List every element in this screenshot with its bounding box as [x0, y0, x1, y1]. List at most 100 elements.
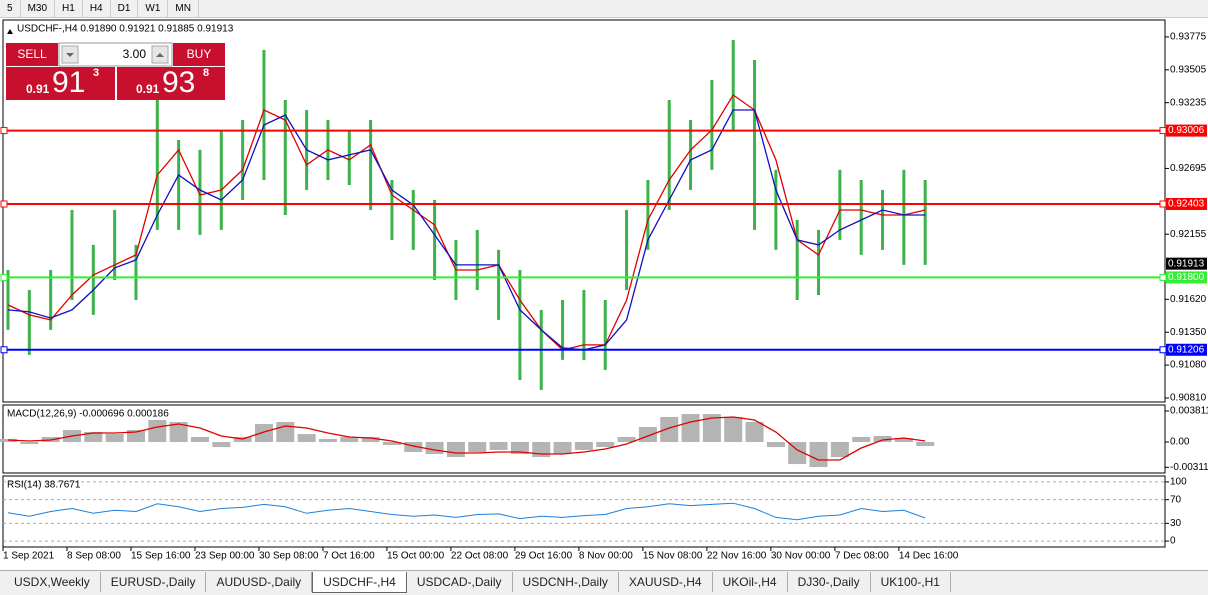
y-tick-label: 0.92695 — [1170, 163, 1207, 174]
y-tick-label: 0.93775 — [1170, 32, 1207, 43]
histogram-bar — [681, 414, 700, 443]
histogram-bar — [382, 442, 401, 446]
y-tick-label: 70 — [1170, 494, 1182, 505]
volume-input[interactable] — [58, 42, 173, 67]
buy-price-box[interactable] — [117, 67, 225, 100]
y-tick-label: 30 — [1170, 518, 1182, 529]
x-tick-label: 15 Nov 08:00 — [643, 551, 703, 562]
level-handle — [1159, 127, 1167, 135]
timeframe-toolbar: 5 M30 H1 H4 D1 W1 MN — [0, 0, 1208, 18]
sell-price-box[interactable] — [6, 67, 115, 100]
level-handle — [0, 346, 8, 354]
timeframe-button[interactable]: 5 — [0, 0, 21, 17]
histogram-bar — [212, 442, 231, 448]
histogram-bar — [510, 442, 529, 455]
x-tick-label: 7 Dec 08:00 — [835, 551, 889, 562]
level-label-bg — [1166, 124, 1207, 137]
y-tick-label: 0.91620 — [1170, 294, 1207, 305]
y-tick-label: 0.91350 — [1170, 327, 1207, 338]
down-arrow — [66, 53, 74, 57]
histogram-bar — [596, 442, 615, 448]
y-tick-label: 0.00 — [1170, 437, 1190, 448]
chart-tab[interactable]: DJ30-,Daily — [788, 572, 871, 592]
y-tick-label: 100 — [1170, 477, 1187, 488]
y-tick-label: 0.93505 — [1170, 64, 1207, 75]
histogram-bar — [873, 435, 892, 443]
x-tick-label: 30 Sep 08:00 — [259, 551, 319, 562]
chart-tab[interactable]: USDCHF-,H4 — [312, 572, 407, 593]
level-handle — [1159, 273, 1167, 281]
histogram-bar — [190, 436, 209, 443]
level-label: 0.91800 — [1168, 272, 1205, 283]
level-handle — [1159, 200, 1167, 208]
timeframe-button[interactable]: H4 — [83, 0, 111, 17]
chart-tab[interactable]: USDCNH-,Daily — [513, 572, 619, 592]
y-tick-label: 0 — [1170, 536, 1176, 547]
moving-average — [7, 416, 926, 461]
sell-price-big: 91 — [52, 66, 85, 99]
chart-tab[interactable]: USDCAD-,Daily — [407, 572, 513, 592]
histogram-bar — [830, 442, 849, 458]
sell-label: SELL — [17, 47, 47, 61]
y-tick-label: 0.003811 — [1170, 406, 1208, 417]
level-label-bg — [1166, 197, 1207, 210]
level-handle — [0, 127, 8, 135]
buy-price-big: 93 — [162, 66, 195, 99]
moving-average — [7, 94, 926, 351]
x-tick-label: 8 Nov 00:00 — [579, 551, 633, 562]
histogram-bar — [361, 436, 380, 443]
x-tick-label: 7 Oct 16:00 — [323, 551, 375, 562]
x-tick-label: 8 Sep 08:00 — [67, 551, 121, 562]
x-tick-label: 23 Sep 00:00 — [195, 551, 255, 562]
chart-tabs: USDX,Weekly EURUSD-,Daily AUDUSD-,Daily USD… — [0, 570, 1208, 595]
chart-tab[interactable]: EURUSD-,Daily — [101, 572, 207, 592]
chart-tab[interactable]: USDX,Weekly — [4, 572, 101, 592]
histogram-bar — [532, 442, 551, 458]
histogram-bar — [126, 429, 145, 443]
sell-button[interactable] — [6, 43, 58, 66]
x-tick-label: 22 Oct 08:00 — [451, 551, 509, 562]
last-price-label: 0.91913 — [1168, 258, 1205, 269]
last-price-bg — [1166, 257, 1207, 270]
histogram-bar — [297, 434, 316, 443]
buy-button[interactable] — [173, 43, 225, 66]
histogram-bar — [702, 414, 721, 443]
volume-value: 3.00 — [123, 47, 147, 61]
level-handle — [0, 273, 8, 281]
histogram-bar — [468, 442, 487, 453]
histogram-bar — [20, 442, 39, 445]
histogram-bar — [638, 426, 657, 443]
timeframe-button[interactable]: MN — [168, 0, 199, 17]
histogram-bar — [852, 436, 871, 443]
timeframe-button[interactable]: M30 — [21, 0, 56, 17]
timeframe-button[interactable]: D1 — [111, 0, 139, 17]
timeframe-button[interactable]: W1 — [138, 0, 169, 17]
chart-tab[interactable]: XAUUSD-,H4 — [619, 572, 713, 592]
one-click-trading: SELL 3.00 BUY 0.91 91 3 0.91 93 8 — [6, 42, 225, 100]
histogram-bar — [84, 432, 103, 443]
level-handle — [0, 200, 8, 208]
y-tick-label: 0.93235 — [1170, 97, 1207, 108]
chart-tab[interactable]: AUDUSD-,Daily — [206, 572, 313, 592]
x-tick-label: 30 Nov 00:00 — [771, 551, 831, 562]
collapse-icon[interactable] — [7, 29, 13, 34]
histogram-bar — [553, 442, 572, 455]
x-tick-label: 22 Nov 16:00 — [707, 551, 767, 562]
x-tick-label: 15 Sep 16:00 — [131, 551, 191, 562]
histogram-bar — [105, 434, 124, 443]
chart-window: 0.93775 0.93505 0.93235 0.92695 0.92155 0.916… — [0, 19, 1208, 562]
histogram-bar — [148, 419, 167, 443]
histogram-bar — [617, 436, 636, 443]
histogram-bar — [788, 442, 807, 465]
sell-price-prefix: 0.91 — [26, 82, 50, 96]
histogram-bar — [446, 442, 465, 458]
chart-tab[interactable]: UKOil-,H4 — [713, 572, 788, 592]
chart-tab[interactable]: UK100-,H1 — [871, 572, 951, 592]
panel-content: 0.93775 0.93505 0.93235 0.92695 0.92155 0.916… — [0, 24, 1207, 562]
level-handle — [1159, 346, 1167, 354]
y-tick-label: 0.92155 — [1170, 229, 1207, 240]
x-tick-label: 1 Sep 2021 — [3, 551, 55, 562]
histogram-bar — [809, 442, 828, 468]
timeframe-button[interactable]: H1 — [55, 0, 83, 17]
